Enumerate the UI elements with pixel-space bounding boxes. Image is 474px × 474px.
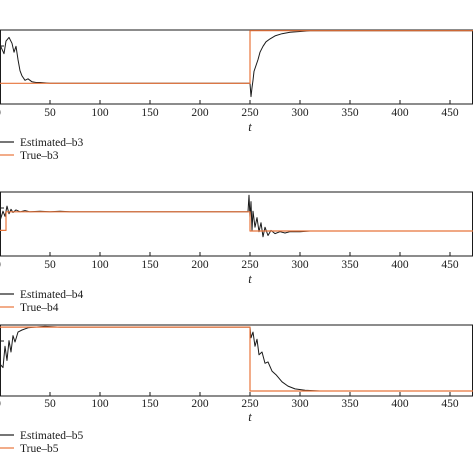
legend-label: Estimated–b5	[20, 430, 83, 442]
x-tick-label: 100	[91, 107, 109, 119]
x-tick-label: 300	[291, 259, 309, 271]
x-tick-label: 250	[241, 398, 259, 410]
x-tick-label: 150	[141, 398, 159, 410]
x-tick-label: 300	[291, 107, 309, 119]
series-line-estimated	[0, 30, 473, 98]
x-tick-label: 50	[44, 107, 56, 119]
x-tick-label: 50	[44, 398, 56, 410]
axes-frame	[0, 324, 473, 397]
x-tick-label: 200	[191, 398, 209, 410]
x-tick-label: 0	[0, 259, 1, 271]
subplot-1: 50 100 150 200 250 300 350 400 450 0 t Estimated–b3…	[0, 29, 473, 162]
x-tick-label: 100	[91, 398, 109, 410]
series-line-true	[0, 326, 473, 392]
x-tick-label: 350	[341, 398, 359, 410]
x-tick-label: 150	[141, 107, 159, 119]
legend-label: True–b5	[20, 443, 59, 455]
series-line-estimated	[0, 325, 473, 392]
x-tick-label: 350	[341, 107, 359, 119]
x-tick-label: 50	[44, 259, 56, 271]
x-tick-label: 450	[441, 107, 459, 119]
x-axis-label: t	[248, 120, 252, 134]
legend-label: True–b4	[20, 302, 59, 314]
series-line-true	[0, 30, 473, 84]
x-tick-label: 450	[441, 259, 459, 271]
x-axis-label: t	[248, 272, 252, 286]
x-tick-label: 100	[91, 259, 109, 271]
subplot-2: 50 100 150 200 250 300 350 400 450 0 t Estimated–b4…	[0, 191, 473, 314]
x-tick-label: 400	[391, 259, 409, 271]
x-tick-label: 0	[0, 107, 1, 119]
x-tick-label: 350	[341, 259, 359, 271]
x-axis-label: t	[248, 410, 252, 424]
x-tick-label: 250	[241, 107, 259, 119]
legend-label: Estimated–b4	[20, 289, 83, 301]
x-tick-label: 200	[191, 107, 209, 119]
x-tick-label: 450	[441, 398, 459, 410]
x-tick-label: 400	[391, 398, 409, 410]
axes-frame	[0, 191, 473, 257]
x-tick-label: 150	[141, 259, 159, 271]
x-tick-label: 250	[241, 259, 259, 271]
legend-label: Estimated–b3	[20, 137, 83, 149]
subplot-3: 50 100 150 200 250 300 350 400 450 0 t Estimated–b5…	[0, 324, 473, 455]
legend-label: True–b3	[20, 150, 59, 162]
x-tick-label: 0	[0, 398, 1, 410]
x-tick-label: 400	[391, 107, 409, 119]
x-tick-label: 300	[291, 398, 309, 410]
axes-frame	[0, 29, 473, 105]
series-line-true	[0, 211, 473, 232]
x-tick-label: 200	[191, 259, 209, 271]
